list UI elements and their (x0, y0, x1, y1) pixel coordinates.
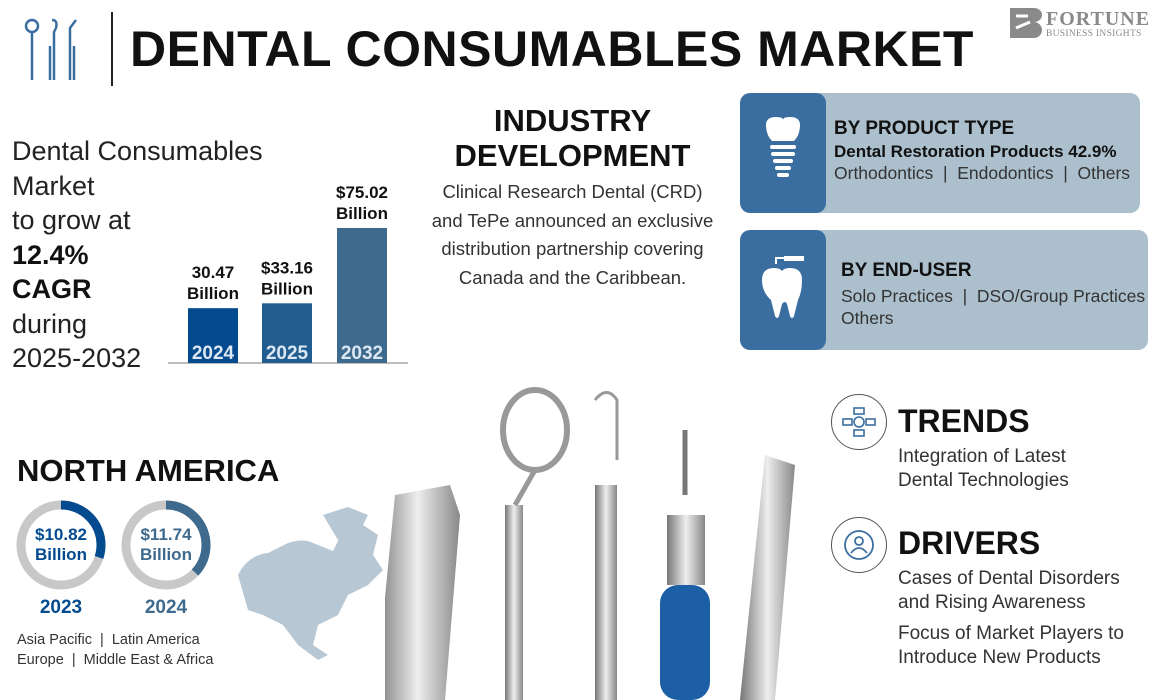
logo-text: FORTUNE (1046, 8, 1151, 30)
title-line: DEVELOPMENT (454, 138, 691, 173)
cagr-label: CAGR (12, 274, 92, 304)
donut-year: 2024 (144, 597, 188, 618)
market-summary: Dental Consumables Market to grow at 12.… (12, 134, 263, 376)
summary-period: 2025-2032 (12, 343, 142, 373)
regions-line: Europe | Middle East & Africa (17, 652, 214, 668)
end-user-card: BY END-USER Solo Practices | DSO/Group P… (740, 230, 1148, 350)
dental-implant-icon (766, 117, 800, 177)
market-size-bar-chart: 2024 30.47 Billion 2025 $33.16 Billion 2032 $75… (168, 183, 408, 364)
donut-ring (16, 500, 106, 590)
trends-text: Integration of Latest Dental Technologie… (898, 445, 1069, 493)
product-type-icon-panel (740, 93, 826, 213)
product-type-highlight: Dental Restoration Products 42.9% (834, 142, 1117, 161)
logo-subtext: BUSINESS INSIGHTS (1046, 29, 1142, 39)
summary-line: Dental Consumables (12, 136, 263, 166)
summary-line: during (12, 308, 88, 339)
donut-value: $11.74 (140, 525, 192, 544)
donut-unit: Billion (35, 545, 87, 564)
drivers-heading: DRIVERS (898, 525, 1041, 561)
summary-line: to grow at (12, 205, 131, 235)
data-label: Billion (187, 284, 239, 303)
category-label: 2024 (192, 343, 235, 364)
industry-development-title: INDUSTRY DEVELOPMENT (440, 103, 705, 173)
data-label: $75.02 (336, 183, 388, 202)
end-user-icon-panel (740, 230, 826, 350)
donut-2024: $11.74 Billion 2024 (118, 497, 214, 618)
dental-tools-icon (24, 18, 77, 80)
title-line: INDUSTRY (493, 103, 652, 138)
donut-fill (121, 500, 211, 590)
end-user-heading: BY END-USER (841, 260, 972, 281)
regions-line: Asia Pacific | Latin America (17, 632, 200, 648)
trends-line: Dental Technologies (898, 470, 1069, 491)
fortune-logo: FORTUNE BUSINESS INSIGHTS (1010, 8, 1150, 42)
category-label: 2025 (266, 343, 309, 364)
product-type-card: BY PRODUCT TYPE Dental Restoration Produ… (740, 93, 1140, 213)
bar-2032 (337, 227, 387, 363)
other-regions: Asia Pacific | Latin America Europe | Mi… (17, 630, 213, 670)
trends-line: Integration of Latest (898, 446, 1066, 467)
person-target-icon (831, 517, 887, 573)
network-icon (831, 394, 887, 450)
donut-fill (16, 500, 106, 590)
drivers-line: Cases of Dental Disorders (898, 568, 1120, 589)
donut-unit: Billion (140, 545, 192, 564)
donut-2023: $10.82 Billion 2023 (13, 497, 109, 618)
north-america-heading: NORTH AMERICA (17, 453, 280, 488)
end-user-line: Solo Practices | DSO/Group Practices (841, 286, 1146, 306)
logo-mark-icon (1010, 8, 1042, 38)
summary-line: Market (12, 170, 95, 201)
industry-development-text: Clinical Research Dental (CRD) and TePe … (431, 181, 714, 288)
drivers-line: Focus of Market Players to (898, 623, 1124, 644)
cagr-value: 12.4% (12, 239, 89, 270)
donut-ring (121, 500, 211, 590)
product-type-heading: BY PRODUCT TYPE (834, 118, 1015, 139)
data-label: 30.47 (192, 263, 235, 282)
drivers-line: and Rising Awareness (898, 592, 1086, 613)
bar-2025 (262, 303, 312, 363)
donut-value: $10.82 (35, 525, 87, 544)
data-label: $33.16 (261, 258, 313, 277)
header-divider (111, 12, 113, 86)
data-label: Billion (261, 279, 313, 298)
end-user-line: Others (841, 308, 894, 328)
category-label: 2032 (341, 343, 383, 364)
page-title: DENTAL CONSUMABLES MARKET (130, 21, 974, 77)
dental-instruments-image (385, 387, 795, 700)
data-label: Billion (336, 204, 388, 223)
drivers-line: Introduce New Products (898, 647, 1101, 668)
donut-year: 2023 (39, 597, 83, 618)
product-type-others: Orthodontics | Endodontics | Others (834, 163, 1131, 183)
tooth-drill-icon (762, 256, 804, 318)
drivers-text: Cases of Dental Disorders and Rising Awa… (898, 567, 1124, 670)
bar-2024 (188, 308, 238, 363)
north-america-map-image (238, 507, 383, 660)
trends-heading: TRENDS (898, 403, 1030, 439)
